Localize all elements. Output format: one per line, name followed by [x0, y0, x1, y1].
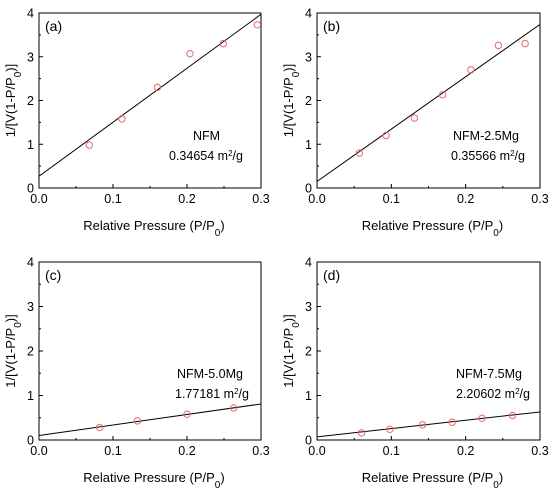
bet-panel-3: 0.0 0.1 0.2 0.3 0 1 2 3 4 (c) NFM-5.0Mg 1.77181 m2/…: [3, 256, 270, 491]
y-tick-label: 2: [305, 345, 312, 359]
panel-label: (a): [45, 18, 62, 34]
x-axis-label: Relative Pressure (P/P0): [362, 470, 503, 491]
data-point: [382, 131, 390, 140]
data-point: [229, 404, 238, 412]
y-tick-label: 1: [305, 389, 312, 403]
y-tick-label: 4: [27, 7, 34, 21]
bet-panel-4: 0.0 0.1 0.2 0.3 0 1 2 3 4 (d) NFM-7.5Mg 2.20602 m2/…: [281, 256, 549, 491]
y-tick-label: 3: [27, 50, 34, 64]
data-point: [153, 83, 162, 92]
data-point: [219, 39, 227, 48]
y-tick-label: 1: [27, 138, 34, 152]
y-tick-label: 2: [27, 345, 34, 359]
y-axis-label: 1/[V(1-P/P0)]: [3, 314, 24, 387]
bet-panel-2: 0.0 0.1 0.2 0.3 0 1 2 3 4 (b) NFM-2.5Mg 0.35566 m2/…: [281, 7, 549, 239]
x-tick-label: 0.1: [104, 192, 121, 206]
x-tick-label: 0.3: [252, 192, 269, 206]
x-tick-label: 0.0: [30, 444, 47, 458]
linear-fit-line: [317, 411, 540, 438]
data-point: [386, 425, 394, 434]
x-tick-label: 0.2: [178, 192, 195, 206]
data-point: [355, 149, 364, 157]
y-tick-label: 2: [27, 94, 34, 108]
y-tick-label: 0: [27, 434, 34, 448]
data-point: [418, 421, 427, 429]
y-tick-label: 4: [305, 7, 312, 21]
plot-frame: [38, 261, 262, 441]
x-tick-label: 0.0: [308, 444, 325, 458]
y-tick-label: 3: [305, 300, 312, 314]
plot-frame: [316, 261, 541, 441]
data-point: [494, 41, 503, 50]
sample-name: NFM-2.5Mg: [453, 129, 519, 143]
panel-label: (b): [323, 18, 340, 34]
sample-name: NFM: [193, 129, 220, 143]
x-tick-label: 0.1: [383, 444, 400, 458]
y-tick-label: 0: [27, 182, 34, 196]
x-axis-label: Relative Pressure (P/P0): [83, 470, 224, 491]
data-point: [186, 49, 194, 58]
data-point: [448, 418, 456, 426]
sample-name: NFM-7.5Mg: [456, 367, 522, 381]
bet-panel-1: 0.0 0.1 0.2 0.3 0 1 2 3 4 (a) NFM 0.34654 m2/g Relat…: [3, 7, 270, 239]
x-tick-label: 0.2: [178, 444, 195, 458]
x-tick-label: 0.2: [457, 192, 474, 206]
data-point: [438, 91, 447, 99]
y-tick-label: 1: [27, 389, 34, 403]
data-point: [508, 411, 517, 420]
data-point: [118, 115, 126, 123]
x-tick-label: 0.0: [308, 192, 325, 206]
y-tick-label: 4: [305, 256, 312, 270]
data-point: [85, 141, 94, 149]
data-point: [183, 410, 191, 418]
x-tick-label: 0.3: [531, 444, 548, 458]
surface-area-label: 1.77181 m2/g: [175, 387, 249, 402]
panel-label: (d): [323, 267, 340, 283]
y-tick-label: 3: [305, 50, 312, 64]
linear-fit-line: [39, 13, 261, 177]
y-axis-label: 1/[V(1-P/P0)]: [281, 314, 302, 387]
data-point: [521, 39, 529, 48]
data-point: [253, 21, 261, 29]
x-tick-label: 0.1: [104, 444, 121, 458]
y-tick-label: 1: [305, 138, 312, 152]
surface-area-label: 0.34654 m2/g: [169, 149, 243, 164]
y-axis-label: 1/[V(1-P/P0)]: [281, 64, 302, 137]
sample-name: NFM-5.0Mg: [177, 367, 243, 381]
data-point: [478, 414, 486, 422]
data-point: [357, 429, 366, 437]
y-tick-label: 2: [305, 94, 312, 108]
data-point: [467, 66, 475, 74]
x-tick-label: 0.1: [383, 192, 400, 206]
surface-area-label: 0.35566 m2/g: [451, 149, 525, 164]
x-axis-label: Relative Pressure (P/P0): [83, 218, 224, 239]
x-tick-label: 0.2: [457, 444, 474, 458]
data-point: [95, 423, 104, 432]
x-tick-label: 0.0: [30, 192, 47, 206]
y-tick-label: 0: [305, 434, 312, 448]
linear-fit-line: [39, 403, 261, 437]
data-point: [410, 114, 419, 122]
y-tick-label: 4: [27, 256, 34, 270]
y-axis-label: 1/[V(1-P/P0)]: [3, 64, 24, 137]
x-axis-label: Relative Pressure (P/P0): [362, 218, 503, 239]
y-tick-label: 0: [305, 182, 312, 196]
panel-label: (c): [45, 267, 61, 283]
data-point: [133, 417, 142, 425]
x-tick-label: 0.3: [531, 192, 548, 206]
linear-fit-line: [317, 23, 540, 182]
surface-area-label: 2.20602 m2/g: [456, 387, 530, 402]
x-tick-label: 0.3: [252, 444, 269, 458]
y-tick-label: 3: [27, 300, 34, 314]
